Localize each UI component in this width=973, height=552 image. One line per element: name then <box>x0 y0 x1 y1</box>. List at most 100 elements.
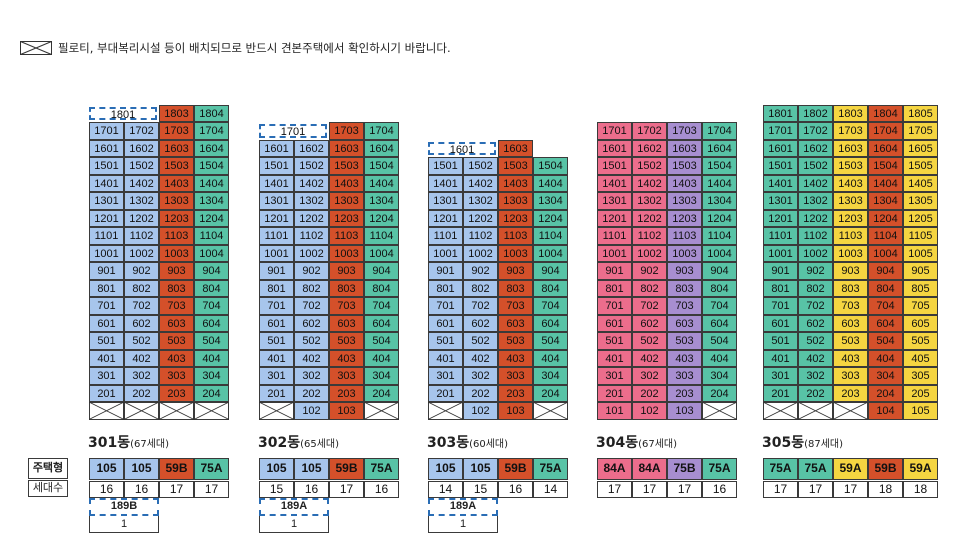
unit-cell: 1103 <box>498 227 533 245</box>
unit-cell: 304 <box>533 367 568 385</box>
unit-cell: 1002 <box>632 244 667 262</box>
unit-cell: 804 <box>364 279 399 297</box>
unit-cell: 204 <box>868 384 903 402</box>
unit-cell: 1502 <box>463 157 498 175</box>
unit-cell: 805 <box>903 279 938 297</box>
unit-cell: 1803 <box>833 104 868 122</box>
unit-cell: 1402 <box>294 174 329 192</box>
unit-cell: 1402 <box>124 174 159 192</box>
unit-cell: 702 <box>294 297 329 315</box>
unit-cell: 1102 <box>632 227 667 245</box>
unit-cell: 503 <box>159 332 194 350</box>
unit-cell: 1302 <box>294 192 329 210</box>
unit-cell: 502 <box>463 332 498 350</box>
unit-cell: 204 <box>702 384 737 402</box>
unit-cell: 404 <box>364 349 399 367</box>
unit-cell: 1103 <box>833 227 868 245</box>
unit-cell: 402 <box>798 349 833 367</box>
unit-cell: 1503 <box>498 157 533 175</box>
unit-type: 75A <box>798 458 833 480</box>
piloti-cell <box>259 402 294 420</box>
unit-cell: 1402 <box>632 174 667 192</box>
unit-cell: 404 <box>194 349 229 367</box>
unit-cell: 1202 <box>124 209 159 227</box>
unit-cell: 1401 <box>259 174 294 192</box>
unit-cell: 602 <box>463 314 498 332</box>
unit-cell: 1203 <box>833 209 868 227</box>
unit-cell: 301 <box>259 367 294 385</box>
unit-cell: 1305 <box>903 192 938 210</box>
unit-cell: 904 <box>702 262 737 280</box>
unit-cell: 504 <box>868 332 903 350</box>
unit-cell: 1201 <box>597 209 632 227</box>
unit-cell: 1202 <box>798 209 833 227</box>
unit-cell: 1001 <box>259 244 294 262</box>
unit-cell: 303 <box>159 367 194 385</box>
unit-cell: 1602 <box>294 139 329 157</box>
unit-cell: 1403 <box>667 174 702 192</box>
unit-cell: 501 <box>89 332 124 350</box>
unit-cell: 102 <box>632 402 667 420</box>
unit-count: 18 <box>868 481 903 498</box>
unit-cell: 1601 <box>597 139 632 157</box>
unit-cell: 1303 <box>159 192 194 210</box>
unit-cell: 104 <box>868 402 903 420</box>
unit-cell: 1705 <box>903 122 938 140</box>
unit-cell: 601 <box>259 314 294 332</box>
unit-cell: 1003 <box>667 244 702 262</box>
unit-cell: 1404 <box>868 174 903 192</box>
unit-cell: 701 <box>763 297 798 315</box>
unit-cell: 205 <box>903 384 938 402</box>
unit-type: 75B <box>667 458 702 480</box>
piloti-cell <box>533 402 568 420</box>
unit-count: 16 <box>294 481 329 498</box>
unit-cell: 304 <box>194 367 229 385</box>
unit-cell: 702 <box>798 297 833 315</box>
piloti-cell <box>428 402 463 420</box>
unit-cell: 704 <box>194 297 229 315</box>
unit-cell: 1604 <box>364 139 399 157</box>
unit-cell: 1104 <box>868 227 903 245</box>
unit-cell: 703 <box>667 297 702 315</box>
unit-type: 105 <box>294 458 329 480</box>
row-header-count: 세대수 <box>28 480 68 497</box>
unit-cell: 803 <box>667 279 702 297</box>
unit-cell: 1202 <box>632 209 667 227</box>
building-name: 303동 <box>427 435 470 451</box>
unit-cell: 804 <box>533 279 568 297</box>
unit-cell: 203 <box>329 384 364 402</box>
unit-cell: 1703 <box>667 122 702 140</box>
unit-type: 59B <box>498 458 533 480</box>
unit-cell: 1501 <box>597 157 632 175</box>
unit-type: 75A <box>364 458 399 480</box>
unit-cell: 804 <box>194 279 229 297</box>
unit-cell: 304 <box>364 367 399 385</box>
unit-cell: 704 <box>702 297 737 315</box>
unit-cell: 404 <box>702 349 737 367</box>
unit-cell: 303 <box>667 367 702 385</box>
unit-cell: 401 <box>763 349 798 367</box>
unit-cell: 1303 <box>833 192 868 210</box>
legend-note-text: 필로티, 부대복리시설 등이 배치되므로 반드시 견본주택에서 확인하시기 바랍… <box>58 41 451 55</box>
unit-cell: 1004 <box>868 244 903 262</box>
unit-cell: 602 <box>124 314 159 332</box>
unit-cell: 504 <box>702 332 737 350</box>
unit-cell: 1604 <box>194 139 229 157</box>
unit-cell: 701 <box>428 297 463 315</box>
unit-cell: 301 <box>763 367 798 385</box>
unit-cell: 1402 <box>463 174 498 192</box>
unit-cell: 1102 <box>294 227 329 245</box>
unit-count: 18 <box>903 481 938 498</box>
unit-cell: 1805 <box>903 104 938 122</box>
piloti-cell <box>364 402 399 420</box>
unit-cell: 1003 <box>833 244 868 262</box>
unit-cell: 704 <box>868 297 903 315</box>
unit-cell: 1601 <box>89 139 124 157</box>
unit-cell: 802 <box>294 279 329 297</box>
unit-cell: 801 <box>597 279 632 297</box>
unit-cell: 1003 <box>329 244 364 262</box>
unit-cell: 201 <box>428 384 463 402</box>
unit-cell: 802 <box>632 279 667 297</box>
building-units: (87세대) <box>804 439 844 450</box>
unit-cell: 304 <box>702 367 737 385</box>
